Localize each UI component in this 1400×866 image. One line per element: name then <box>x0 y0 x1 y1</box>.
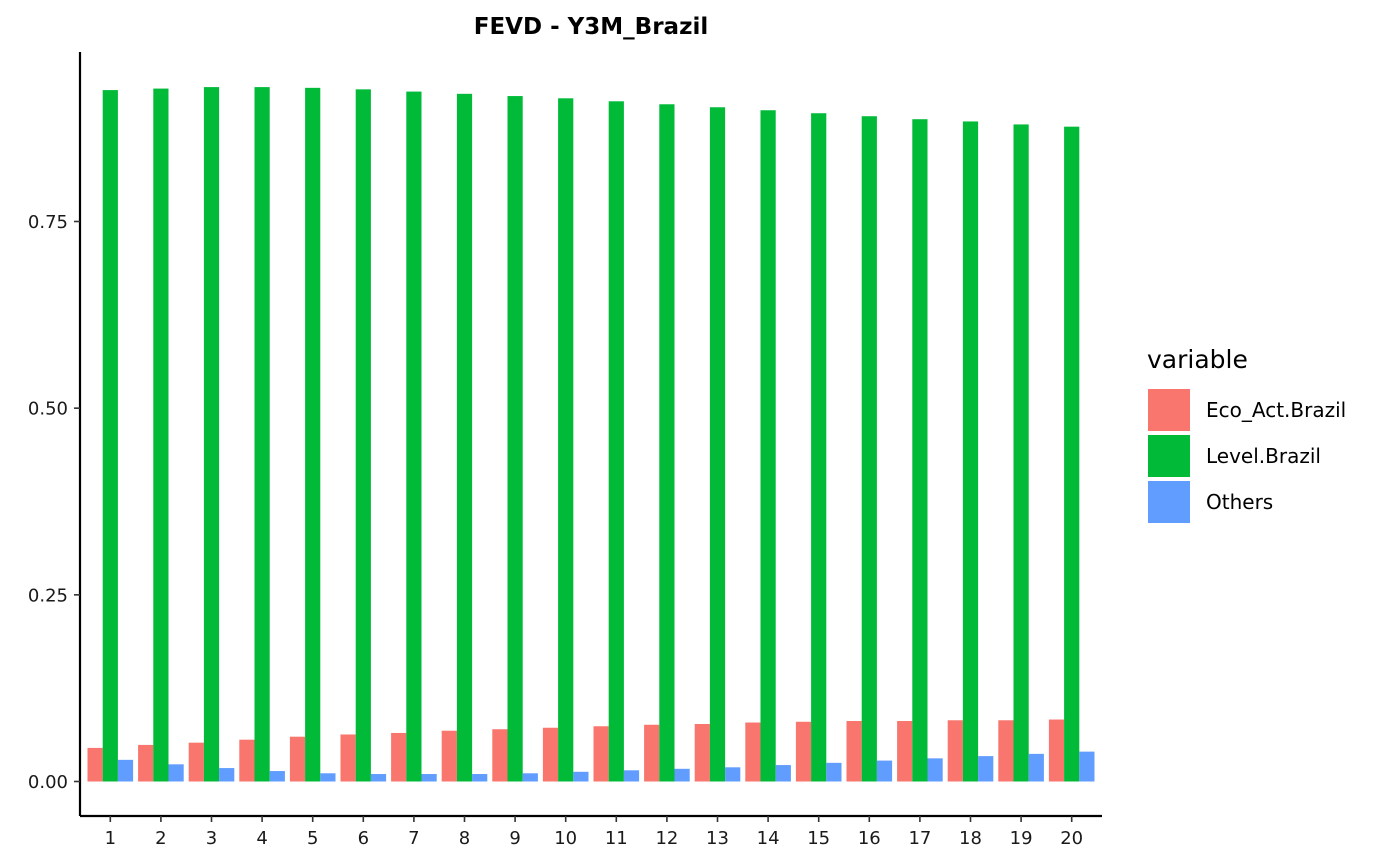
bar-level-brazil-20 <box>1064 126 1080 782</box>
bar-others-2 <box>168 764 184 782</box>
y-tick-label: 0.00 <box>28 772 68 793</box>
x-tick-label: 17 <box>908 828 931 849</box>
bar-level-brazil-12 <box>659 104 675 782</box>
legend-key-eco-act-brazil <box>1148 389 1190 431</box>
x-tick-label: 12 <box>655 828 678 849</box>
bar-level-brazil-6 <box>355 89 371 782</box>
bar-level-brazil-1 <box>102 90 118 782</box>
legend: variable Eco_Act.Brazil Level.Brazil Other… <box>1147 345 1346 523</box>
x-tick-label: 16 <box>858 828 881 849</box>
bar-eco-act-brazil-7 <box>391 732 407 782</box>
x-tick-label: 6 <box>358 828 369 849</box>
bar-level-brazil-4 <box>254 87 270 782</box>
bar-level-brazil-8 <box>456 93 473 782</box>
bar-level-brazil-13 <box>709 107 726 782</box>
bar-others-19 <box>1028 753 1044 782</box>
bar-others-6 <box>370 774 387 782</box>
bar-eco-act-brazil-18 <box>947 720 963 782</box>
bar-others-11 <box>623 770 640 782</box>
x-tick-label: 2 <box>155 828 166 849</box>
x-axis: 1 2 3 4 5 6 7 8 9 10 11 12 13 14 15 16 17 18 19 20 <box>80 814 1102 849</box>
y-axis: 0.00 0.25 0.50 0.75 <box>28 52 82 816</box>
bar-others-5 <box>320 773 336 782</box>
bar-eco-act-brazil-16 <box>846 721 862 782</box>
bar-others-16 <box>876 760 893 782</box>
bar-others-1 <box>117 759 134 782</box>
bar-level-brazil-10 <box>558 98 574 782</box>
bar-level-brazil-16 <box>861 116 877 782</box>
bar-level-brazil-15 <box>811 113 827 782</box>
legend-label: Level.Brazil <box>1206 444 1321 468</box>
bar-others-20 <box>1079 751 1095 782</box>
y-tick-label: 0.25 <box>28 585 68 606</box>
bar-eco-act-brazil-12 <box>644 724 660 782</box>
bar-eco-act-brazil-4 <box>239 739 255 782</box>
x-tick-label: 11 <box>605 828 628 849</box>
bar-others-10 <box>573 771 589 782</box>
bar-eco-act-brazil-17 <box>897 721 913 782</box>
x-tick-label: 19 <box>1010 828 1033 849</box>
bar-eco-act-brazil-8 <box>441 730 457 782</box>
bar-others-15 <box>826 762 842 782</box>
bar-others-13 <box>725 767 741 782</box>
bar-others-4 <box>269 771 285 782</box>
bar-others-18 <box>978 756 994 782</box>
bar-level-brazil-9 <box>507 96 523 782</box>
bar-eco-act-brazil-2 <box>138 744 154 782</box>
bar-level-brazil-2 <box>153 88 169 782</box>
bar-level-brazil-3 <box>203 87 220 782</box>
x-tick-label: 15 <box>807 828 830 849</box>
x-tick-label: 1 <box>105 828 116 849</box>
bar-others-9 <box>522 773 538 782</box>
bar-eco-act-brazil-10 <box>542 727 559 782</box>
legend-key-level-brazil <box>1148 435 1190 477</box>
bar-others-7 <box>421 774 437 782</box>
bars-layer <box>87 87 1095 782</box>
bar-others-14 <box>775 765 791 782</box>
bar-eco-act-brazil-6 <box>340 734 356 782</box>
x-tick-label: 9 <box>509 828 520 849</box>
x-tick-label: 18 <box>959 828 982 849</box>
x-tick-label: 20 <box>1060 828 1083 849</box>
bar-others-8 <box>472 774 488 782</box>
x-tick-label: 10 <box>554 828 577 849</box>
legend-label: Eco_Act.Brazil <box>1206 398 1346 422</box>
bar-eco-act-brazil-3 <box>188 742 204 782</box>
x-tick-label: 3 <box>206 828 217 849</box>
bar-eco-act-brazil-11 <box>593 726 609 782</box>
bar-level-brazil-11 <box>608 101 624 782</box>
bar-eco-act-brazil-20 <box>1048 719 1065 782</box>
y-tick-label: 0.75 <box>28 212 68 233</box>
bar-level-brazil-19 <box>1013 124 1029 782</box>
x-tick-label: 5 <box>307 828 318 849</box>
chart-title: FEVD - Y3M_Brazil <box>474 14 708 40</box>
bar-eco-act-brazil-13 <box>694 724 710 782</box>
bar-others-3 <box>219 768 235 782</box>
x-tick-label: 13 <box>706 828 729 849</box>
bar-level-brazil-17 <box>912 119 928 782</box>
x-tick-label: 14 <box>757 828 780 849</box>
bar-eco-act-brazil-1 <box>87 747 103 782</box>
bar-eco-act-brazil-14 <box>745 722 761 782</box>
bar-eco-act-brazil-9 <box>492 729 508 782</box>
legend-title: variable <box>1147 345 1248 374</box>
legend-label: Others <box>1206 490 1273 514</box>
bar-eco-act-brazil-15 <box>795 721 812 782</box>
bar-level-brazil-18 <box>962 121 979 782</box>
x-tick-label: 8 <box>459 828 470 849</box>
bar-level-brazil-5 <box>305 87 321 782</box>
bar-level-brazil-14 <box>760 110 776 782</box>
bar-eco-act-brazil-19 <box>998 720 1014 782</box>
bar-others-12 <box>674 768 690 782</box>
bar-eco-act-brazil-5 <box>289 736 306 782</box>
bar-others-17 <box>927 758 943 782</box>
legend-key-others <box>1148 481 1190 523</box>
x-tick-label: 4 <box>256 828 267 849</box>
y-tick-label: 0.50 <box>28 399 68 420</box>
x-tick-label: 7 <box>408 828 419 849</box>
bar-level-brazil-7 <box>406 91 422 782</box>
